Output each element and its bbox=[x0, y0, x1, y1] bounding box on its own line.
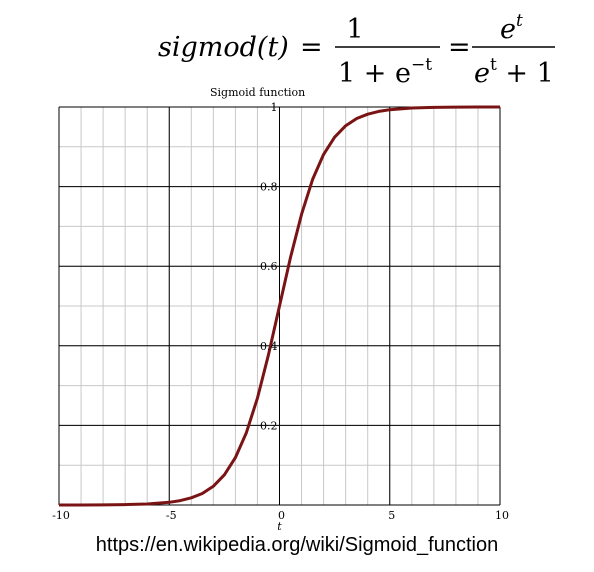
x-tick-label: -5 bbox=[166, 509, 177, 522]
formula-frac1-numerator: 1 bbox=[346, 14, 363, 45]
formula-lhs: sigmod(t) bbox=[158, 32, 289, 63]
formula-frac1-denominator: 1 + e−t bbox=[338, 55, 432, 89]
y-tick-labels: 0.2 0.4 0.6 0.8 1 bbox=[260, 101, 278, 432]
x-tick-label: -10 bbox=[52, 509, 70, 522]
x-tick-labels: -10 -5 0 5 10 bbox=[52, 509, 509, 522]
x-tick-label: 10 bbox=[495, 509, 509, 522]
formula-equals-1: = bbox=[300, 32, 323, 63]
x-tick-label: 0 bbox=[278, 509, 285, 522]
curve-layer bbox=[59, 105, 500, 507]
sigmoid-curve bbox=[59, 105, 500, 507]
y-tick-label: 1 bbox=[271, 101, 278, 114]
y-tick-label: 0.4 bbox=[260, 340, 278, 353]
formula-frac2-denominator: et + 1 bbox=[474, 55, 554, 89]
y-tick-label: 0.6 bbox=[260, 260, 278, 273]
y-tick-label: 0.2 bbox=[260, 419, 278, 432]
x-tick-label: 5 bbox=[388, 509, 395, 522]
formula-frac2-numerator: et bbox=[500, 11, 523, 45]
sigmoid-formula: sigmod(t) = 1 1 + e−t = et et + 1 bbox=[158, 11, 555, 89]
grid-major bbox=[58, 106, 501, 505]
formula-equals-2: = bbox=[448, 32, 471, 63]
y-tick-label: 0.8 bbox=[260, 181, 278, 194]
chart-title: Sigmoid function bbox=[210, 86, 306, 99]
sigmoid-chart: 0.2 0.4 0.6 0.8 1 -10 -5 0 5 10 t bbox=[52, 101, 509, 533]
x-axis-label: t bbox=[277, 520, 282, 533]
source-url: https://en.wikipedia.org/wiki/Sigmoid_fu… bbox=[95, 534, 499, 556]
